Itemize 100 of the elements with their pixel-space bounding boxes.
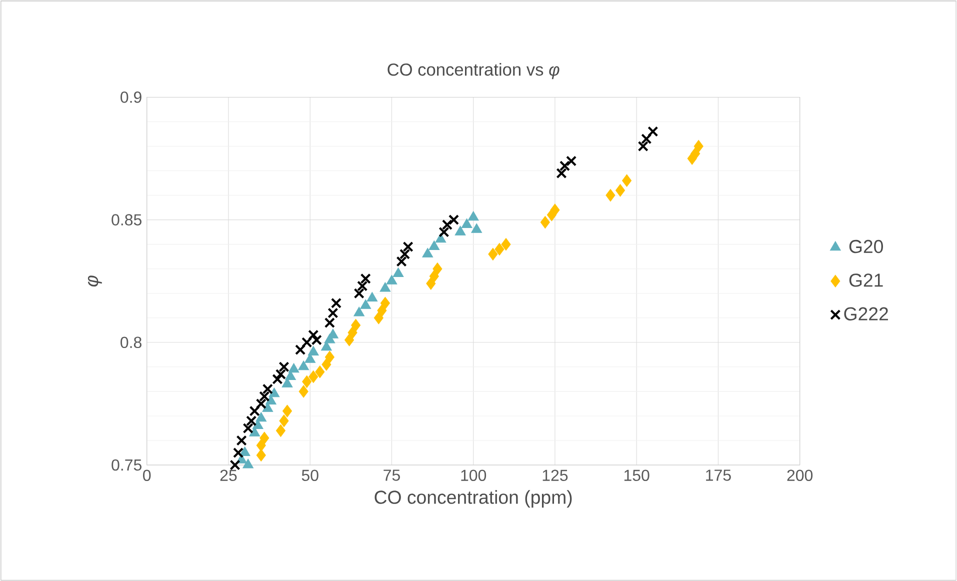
point	[242, 422, 254, 434]
point	[246, 415, 257, 426]
point	[606, 188, 616, 202]
point	[308, 330, 319, 340]
point	[501, 238, 511, 250]
x-tick-label: 0	[143, 470, 151, 481]
point	[262, 384, 273, 394]
point	[396, 256, 407, 267]
point	[302, 375, 312, 388]
point	[230, 460, 240, 470]
point	[282, 404, 292, 418]
point	[256, 398, 266, 409]
legend-label: G21	[849, 273, 883, 287]
point	[357, 280, 368, 292]
point	[432, 262, 442, 276]
point	[239, 446, 250, 456]
point	[256, 412, 267, 422]
point	[556, 168, 567, 178]
point	[330, 298, 342, 308]
point	[428, 240, 440, 250]
point	[298, 360, 310, 370]
legend-label: G222	[844, 307, 888, 320]
x-tick-label: 175	[706, 470, 731, 481]
point	[360, 273, 371, 284]
point	[278, 362, 290, 372]
legend-label: G20	[849, 240, 883, 254]
point	[380, 282, 391, 292]
x-tick-label: 200	[787, 470, 813, 481]
point	[488, 248, 498, 260]
point	[648, 126, 658, 137]
point	[426, 277, 436, 290]
point	[442, 219, 453, 230]
point	[374, 312, 384, 324]
point	[308, 370, 318, 383]
y-tick-label: 0.85	[112, 214, 142, 226]
point	[641, 133, 652, 144]
point	[275, 368, 286, 380]
chart-title: CO concentration vs φ	[388, 62, 560, 80]
point	[392, 267, 404, 277]
point	[468, 210, 479, 221]
x-tick-label: 25	[220, 470, 237, 481]
point	[236, 435, 247, 446]
point	[294, 344, 306, 355]
point	[344, 334, 354, 346]
point	[615, 184, 626, 197]
point	[348, 326, 358, 339]
point	[566, 156, 577, 166]
point	[540, 216, 550, 228]
x-tick-label: 50	[302, 470, 318, 481]
point	[386, 274, 398, 284]
point	[429, 270, 439, 282]
point	[354, 306, 365, 316]
point	[380, 296, 390, 310]
point	[259, 390, 270, 402]
point	[402, 241, 414, 252]
point	[471, 223, 482, 233]
point	[256, 439, 266, 452]
point	[324, 350, 334, 364]
point	[260, 432, 270, 444]
x-axis-title: CO concentration (ppm)	[374, 490, 572, 508]
x-tick-label: 100	[461, 470, 486, 481]
point	[494, 242, 504, 256]
point	[288, 363, 300, 373]
point	[622, 174, 632, 187]
point	[422, 248, 434, 258]
point	[438, 226, 450, 238]
point	[360, 299, 372, 309]
point	[399, 248, 410, 260]
point	[690, 147, 700, 160]
point	[272, 374, 283, 384]
point	[377, 304, 387, 317]
point	[268, 388, 280, 398]
point	[324, 317, 335, 328]
x-tick-label: 125	[542, 470, 568, 481]
y-tick-label: 0.9	[120, 91, 142, 103]
point	[351, 318, 361, 332]
point	[242, 458, 254, 468]
point	[366, 292, 378, 302]
point	[454, 226, 466, 236]
point	[550, 204, 560, 216]
point	[315, 365, 325, 378]
point	[461, 218, 472, 228]
point	[232, 447, 244, 458]
point	[559, 160, 570, 172]
x-tick-label: 150	[624, 470, 650, 481]
point	[354, 288, 364, 299]
point	[328, 308, 338, 318]
point	[298, 385, 308, 398]
y-axis-title: φ	[88, 276, 102, 286]
point	[249, 406, 260, 416]
y-tick-label: 0.8	[120, 336, 142, 348]
point	[638, 140, 648, 152]
point	[279, 414, 289, 428]
x-tick-label: 75	[384, 470, 400, 481]
point	[308, 346, 319, 356]
y-tick-label: 0.75	[112, 459, 142, 471]
point	[322, 358, 332, 371]
point	[448, 214, 460, 226]
point	[256, 448, 266, 462]
point	[694, 140, 704, 152]
